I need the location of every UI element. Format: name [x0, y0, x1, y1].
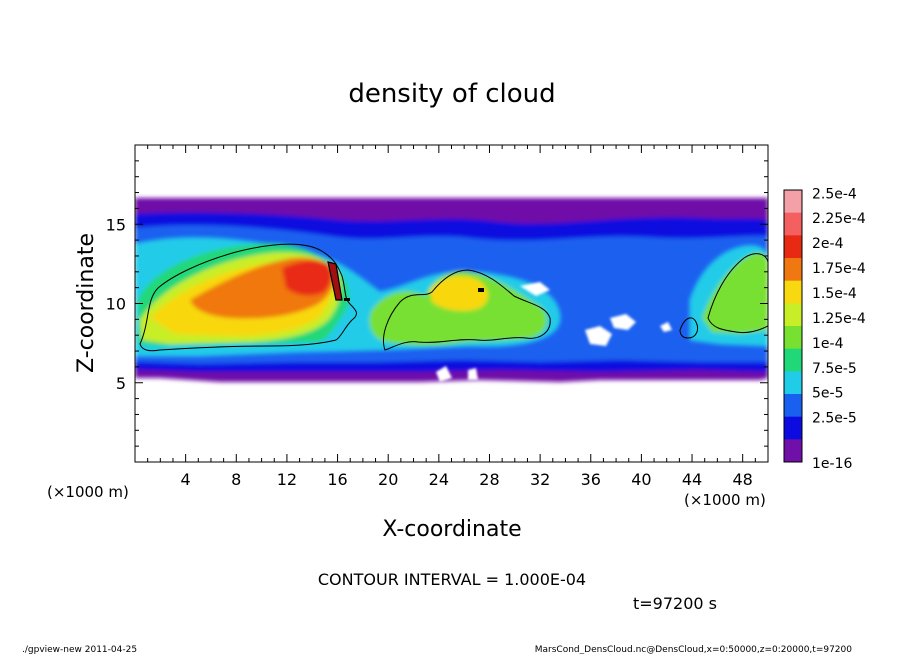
- density-field: [135, 198, 768, 382]
- gap-4: [436, 366, 452, 382]
- colorbar-label: 1e-16: [812, 456, 852, 472]
- x-unit-label-right: (×1000 m): [684, 491, 766, 509]
- colorbar-swatch: [784, 394, 802, 418]
- x-tick-label: 44: [682, 470, 702, 489]
- colorbar-swatch: [784, 212, 802, 236]
- colorbar-label: 2.25e-4: [812, 211, 866, 227]
- contour-main: [139, 243, 357, 352]
- colorbar-label: 2.5e-4: [812, 186, 857, 202]
- x-tick-label: 24: [429, 470, 449, 489]
- x-tick-label: 36: [581, 470, 601, 489]
- gap-1: [585, 326, 612, 346]
- peak-dot: [344, 298, 350, 301]
- colorbar-swatch: [784, 258, 802, 282]
- colorbar-label: 2.5e-5: [812, 411, 857, 427]
- contour-peak: [327, 261, 343, 301]
- contour-mid: [383, 269, 551, 351]
- x-unit-label: (×1000 m): [47, 483, 129, 501]
- y-tick-label: 10: [106, 295, 126, 314]
- x-tick-label: 16: [327, 470, 347, 489]
- contour-east: [707, 253, 768, 333]
- x-tick-label: 40: [631, 470, 651, 489]
- colorbar-label: 1.5e-4: [812, 286, 857, 302]
- footer-right: MarsCond_DensCloud.nc@DensCloud,x=0:5000…: [535, 645, 852, 654]
- x-tick-label: 8: [231, 470, 241, 489]
- x-tick-label: 32: [530, 470, 550, 489]
- colorbar-swatch: [784, 280, 802, 304]
- x-tick-label: 48: [733, 470, 753, 489]
- colorbar-swatch: [784, 348, 802, 372]
- y-axis-label: Z-coordinate: [74, 233, 99, 373]
- gap-3: [520, 282, 550, 296]
- x-ticks: 4 8 12 16 20 24 28 32 36 40 44 48: [147, 145, 756, 489]
- peak-dot-2: [478, 288, 484, 292]
- colorbar-swatch: [784, 326, 802, 350]
- layer-red: [282, 260, 332, 296]
- x-axis-label: X-coordinate: [382, 517, 521, 542]
- y-ticks: 5 10 15: [106, 160, 768, 447]
- colorbar-swatch: [784, 235, 802, 259]
- time-label: t=97200 s: [633, 594, 717, 613]
- x-tick-label: 12: [277, 470, 297, 489]
- colorbar-label: 7.5e-5: [812, 361, 857, 377]
- colorbar-label: 5e-5: [812, 386, 843, 402]
- colorbar-label: 1e-4: [812, 336, 844, 352]
- y-tick-label: 5: [116, 374, 126, 393]
- colorbar: 2.5e-4 2.25e-4 2e-4 1.75e-4 1.5e-4 1.25e-4 1e-…: [783, 186, 866, 472]
- gap-6: [660, 322, 672, 332]
- colorbar-swatch: [784, 371, 802, 395]
- layer-green-east: [702, 252, 768, 334]
- colorbar-label: 2e-4: [812, 236, 844, 252]
- colorbar-frame: [783, 189, 803, 463]
- colorbar-label: 1.75e-4: [812, 261, 866, 277]
- footer-left: ./gpview-new 2011-04-25: [22, 645, 137, 654]
- x-tick-label: 4: [181, 470, 191, 489]
- colorbar-swatch: [784, 416, 802, 440]
- colorbar-label: 1.25e-4: [812, 311, 866, 327]
- colorbar-swatch: [784, 439, 802, 463]
- contour-interval: CONTOUR INTERVAL = 1.000E-04: [318, 570, 586, 589]
- gap-5: [468, 368, 478, 380]
- chart-title: density of cloud: [348, 79, 555, 109]
- contour-small: [679, 317, 699, 339]
- y-tick-label: 15: [106, 215, 126, 234]
- colorbar-swatch: [784, 190, 802, 214]
- x-tick-label: 28: [479, 470, 499, 489]
- gap-2: [610, 314, 636, 330]
- colorbar-swatch: [784, 303, 802, 327]
- x-tick-label: 20: [378, 470, 398, 489]
- layer-yellow-mid: [430, 275, 489, 311]
